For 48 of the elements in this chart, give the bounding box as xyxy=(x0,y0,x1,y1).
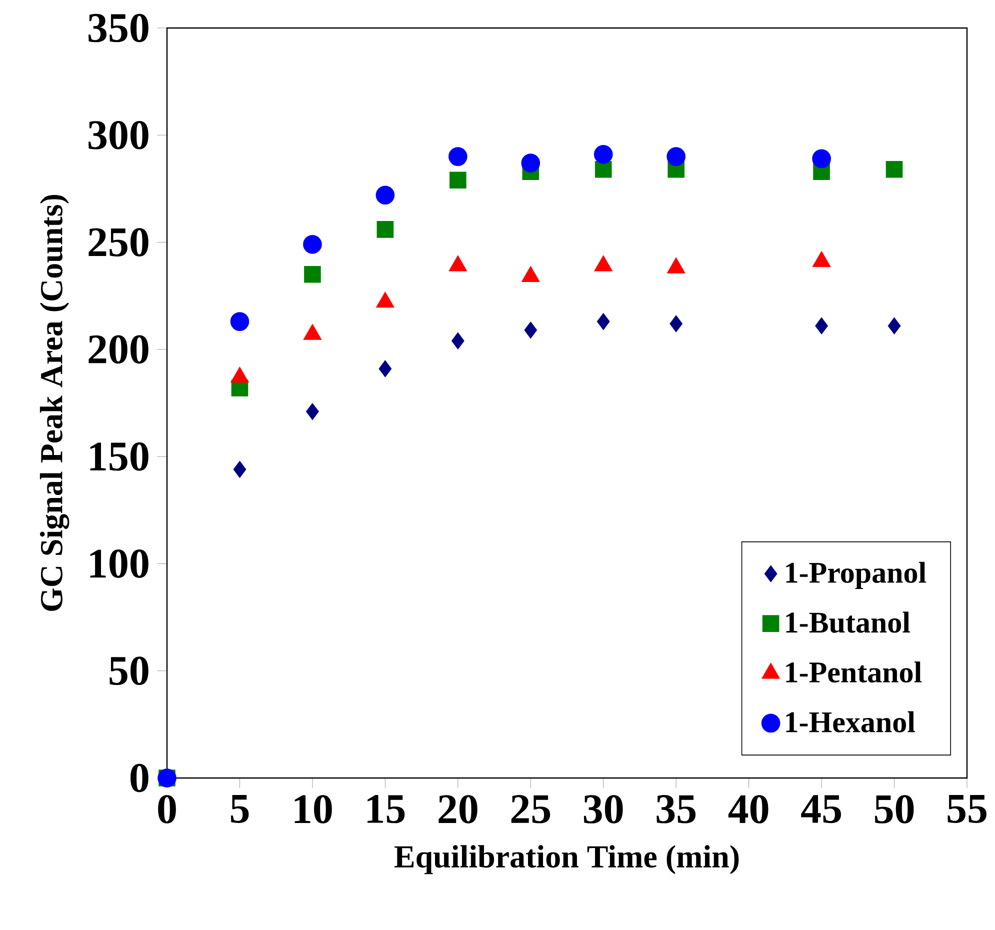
point xyxy=(812,149,831,168)
y-tick-label: 200 xyxy=(88,335,148,364)
x-tick-label: 40 xyxy=(728,795,768,824)
point xyxy=(233,461,246,478)
y-tick-label: 350 xyxy=(88,14,148,42)
point xyxy=(888,317,901,334)
legend-label: 1-Hexanol xyxy=(786,711,915,732)
legend-label: 1-Butanol xyxy=(786,612,910,633)
y-tick-label: 50 xyxy=(110,656,148,686)
point xyxy=(815,317,828,334)
y-tick-label: 300 xyxy=(88,120,148,150)
point xyxy=(378,360,392,378)
y-tick-label: 0 xyxy=(130,764,148,792)
x-axis-title: Equilibration Time (min) xyxy=(394,845,739,874)
point xyxy=(303,235,322,254)
point xyxy=(452,332,464,350)
point xyxy=(596,313,610,330)
x-tick-label: 20 xyxy=(438,795,478,824)
y-tick-label: 100 xyxy=(90,550,148,578)
point xyxy=(304,266,321,283)
x-tick-label: 10 xyxy=(294,795,332,824)
point xyxy=(524,322,538,339)
x-tick-label: 15 xyxy=(368,795,405,824)
y-tick-label: 150 xyxy=(90,442,148,471)
point xyxy=(521,154,540,172)
legend-label: 1-Pentanol xyxy=(786,661,922,683)
point xyxy=(594,161,612,178)
x-tick-label: 5 xyxy=(230,795,249,823)
x-tick-label: 25 xyxy=(511,795,550,824)
x-tick-label: 45 xyxy=(801,795,841,824)
legend-label: 1-Propanol xyxy=(786,562,926,590)
x-tick-label: 0 xyxy=(158,795,176,824)
point xyxy=(666,147,686,166)
point xyxy=(376,186,395,205)
point xyxy=(594,145,613,164)
point xyxy=(230,312,250,331)
x-tick-label: 50 xyxy=(874,795,914,824)
point xyxy=(306,403,319,420)
x-tick-label: 35 xyxy=(656,795,696,824)
x-tick-label: 55 xyxy=(948,795,986,823)
point xyxy=(450,172,466,189)
y-axis-title: GC Signal Peak Area (Counts) xyxy=(40,194,70,611)
point xyxy=(376,221,394,238)
y-tick-label: 250 xyxy=(88,228,148,256)
point xyxy=(886,161,903,178)
x-tick-label: 30 xyxy=(584,795,623,824)
point xyxy=(670,315,682,332)
point xyxy=(448,147,468,166)
